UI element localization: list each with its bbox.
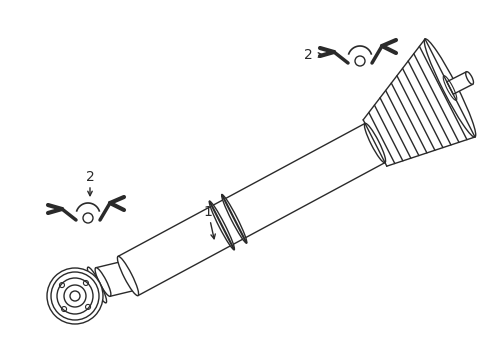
Polygon shape xyxy=(447,72,473,94)
Ellipse shape xyxy=(221,195,247,243)
Ellipse shape xyxy=(95,267,111,296)
Ellipse shape xyxy=(83,213,93,223)
Ellipse shape xyxy=(209,201,234,249)
Ellipse shape xyxy=(47,268,103,324)
Ellipse shape xyxy=(365,123,386,163)
Polygon shape xyxy=(118,123,385,296)
Text: 2: 2 xyxy=(86,170,95,184)
Ellipse shape xyxy=(118,256,139,296)
Ellipse shape xyxy=(355,56,365,66)
Text: 1: 1 xyxy=(203,205,213,219)
Polygon shape xyxy=(96,262,135,296)
Ellipse shape xyxy=(87,267,107,303)
Ellipse shape xyxy=(466,72,473,84)
Ellipse shape xyxy=(424,39,476,137)
Text: 2: 2 xyxy=(304,48,313,62)
